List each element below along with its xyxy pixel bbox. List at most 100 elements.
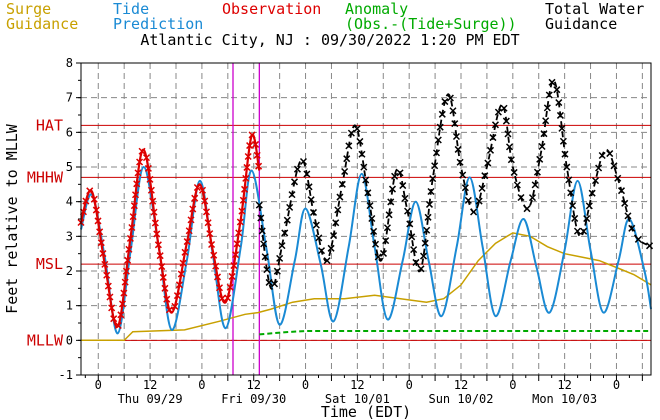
total-water-marker [332, 219, 340, 227]
total-water-marker [507, 156, 515, 164]
total-water-marker [265, 278, 273, 286]
total-water-marker [379, 249, 388, 257]
observation-marker [242, 174, 250, 182]
legend-tide: Tide Prediction [113, 2, 203, 32]
total-water-marker [323, 257, 331, 265]
observation-marker [246, 142, 254, 150]
total-water-marker [510, 168, 518, 176]
y-tick-label: 7 [66, 91, 73, 105]
total-water-marker [628, 224, 636, 232]
total-water-marker [278, 242, 286, 250]
total-water-marker [299, 157, 308, 166]
total-water-marker [459, 171, 467, 179]
total-water-marker [334, 206, 342, 214]
observation-marker [122, 267, 130, 275]
total-water-marker [382, 237, 390, 245]
x-tick-label: 12 [350, 378, 364, 392]
observation-marker [136, 158, 144, 166]
x-tick-label: 0 [509, 378, 516, 392]
datum-label-mllw: MLLW [27, 331, 64, 349]
observation-marker [121, 278, 129, 286]
total-water-marker [446, 94, 454, 102]
total-water-marker [383, 224, 391, 232]
total-water-marker [374, 253, 382, 261]
observation-marker [125, 245, 133, 253]
total-water-marker [505, 143, 514, 151]
total-water-marker [312, 221, 320, 229]
total-water-marker [399, 182, 407, 190]
total-water-marker [410, 246, 418, 254]
total-water-marker [538, 142, 546, 151]
observation-marker [181, 248, 189, 256]
observation-marker [230, 262, 238, 270]
observation-marker [134, 169, 142, 177]
observation-marker [255, 162, 263, 170]
observation-marker [144, 164, 152, 172]
total-water-marker [543, 104, 551, 112]
legend-anomaly-line2: (Obs.-(Tide+Surge)) [345, 15, 517, 33]
observation-marker [126, 234, 134, 242]
y-tick-label: 1 [66, 299, 73, 313]
x-tick-label: 0 [198, 378, 205, 392]
total-water-marker [454, 145, 462, 153]
observation-marker [133, 180, 141, 188]
observation-marker [101, 260, 109, 268]
legend-surge-line1: Surge [6, 0, 52, 18]
observation-marker [129, 213, 137, 221]
observation-marker [120, 289, 128, 297]
legend-surge-line2: Guidance [6, 15, 79, 33]
chart-title: Atlantic City, NJ : 09/30/2022 1:20 PM E… [140, 31, 520, 49]
total-water-marker [419, 252, 428, 260]
observation-marker [96, 228, 104, 236]
y-tick-label: 4 [66, 195, 73, 209]
total-water-marker [343, 155, 351, 163]
total-water-marker [545, 91, 553, 99]
observation-marker [235, 229, 243, 237]
total-water-marker [260, 240, 268, 248]
total-water-marker [569, 202, 577, 210]
total-water-marker [595, 164, 603, 172]
observation-marker [187, 216, 195, 224]
total-water-marker [634, 235, 642, 243]
total-water-marker [366, 202, 374, 210]
total-water-marker [540, 130, 548, 138]
observation-marker [213, 273, 222, 281]
total-water-marker [438, 110, 446, 118]
observation-marker [226, 283, 234, 291]
total-water-marker [356, 137, 364, 145]
total-water-marker [396, 169, 404, 177]
total-water-marker [513, 181, 521, 189]
legend-total-water: Total Water Guidance [545, 2, 644, 32]
total-water-marker [606, 150, 614, 158]
total-water-marker [504, 130, 512, 138]
total-water-marker [536, 155, 544, 163]
observation-marker [248, 131, 256, 139]
x-tick-label: 12 [454, 378, 468, 392]
total-water-marker [263, 266, 271, 274]
observation-marker [238, 207, 246, 215]
total-water-marker [388, 185, 397, 193]
observation-marker [146, 175, 154, 183]
observation-marker [92, 206, 100, 214]
observation-marker [151, 219, 159, 227]
observation-marker [94, 217, 102, 225]
total-water-marker [406, 220, 414, 228]
observation-marker [142, 154, 151, 162]
day-label: Sun 10/02 [428, 392, 493, 406]
total-water-marker [353, 125, 361, 133]
observation-marker [233, 240, 241, 248]
total-water-marker [531, 181, 539, 189]
total-water-marker [489, 134, 497, 142]
day-label: Mon 10/03 [532, 392, 597, 406]
datum-label-mhhw: MHHW [27, 168, 64, 186]
total-water-marker [481, 172, 489, 180]
series-surge-guidance [81, 232, 652, 342]
total-water-marker [610, 162, 618, 170]
total-water-marker [571, 214, 579, 222]
x-tick-label: 0 [613, 378, 620, 392]
total-water-marker [327, 244, 335, 252]
observation-marker [244, 152, 252, 161]
total-water-marker [303, 170, 311, 178]
observation-marker [90, 195, 98, 203]
y-tick-label: 3 [66, 229, 73, 243]
